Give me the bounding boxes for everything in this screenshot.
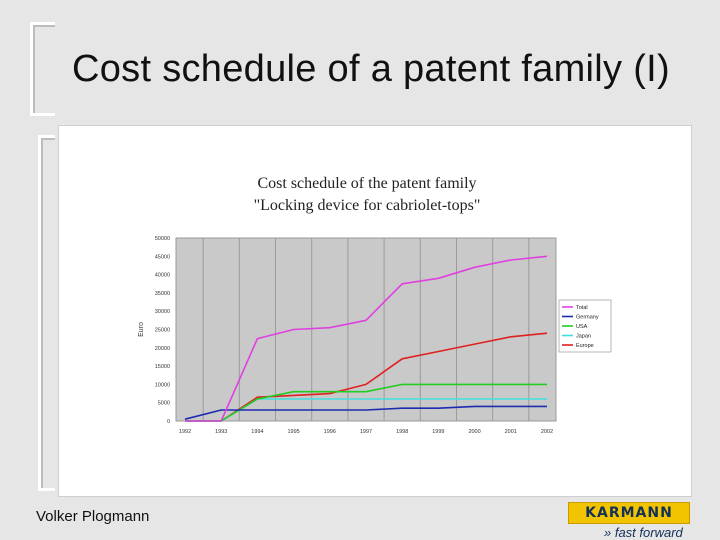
line-chart: Cost schedule of the patent family "Locki… [138,175,612,435]
legend-label-japan: Japan [576,334,591,340]
y-tick-label: 45000 [155,254,170,260]
x-tick-label: 1995 [287,429,299,435]
series-line-europe [185,332,548,422]
y-tick-label: 30000 [155,309,170,315]
series-line-usa [185,383,547,422]
y-tick-label: 25000 [155,328,170,334]
chart-title-line: "Locking device for cabriolet-tops" [254,197,481,214]
chart-frame: Cost schedule of the patent family "Locki… [58,125,692,497]
x-tick-label: 1992 [179,429,191,435]
title-bracket-decoration [30,22,55,116]
y-tick-label: 10000 [155,382,170,388]
legend-label-total: Total [576,305,588,311]
x-tick-label: 1994 [251,429,263,435]
y-tick-label: 20000 [155,346,170,352]
y-tick-label: 5000 [158,401,170,407]
x-tick-label: 2001 [505,429,517,435]
y-tick-label: 15000 [155,364,170,370]
x-tick-label: 1999 [432,429,444,435]
y-tick-label: 0 [167,419,170,425]
x-tick-label: 1998 [396,429,408,435]
karmann-logo: KARMANN » fast forward [568,502,690,540]
x-tick-label: 1997 [360,429,372,435]
logo-slogan: » fast forward [604,525,683,540]
x-tick-label: 1993 [215,429,227,435]
chart-bracket-decoration [38,135,55,491]
y-tick-label: 50000 [155,236,170,242]
y-axis-label: Euro [138,322,145,337]
legend-label-germany: Germany [576,315,599,321]
logo-wordmark: KARMANN [568,502,690,524]
y-tick-label: 40000 [155,273,170,279]
x-tick-label: 1996 [324,429,336,435]
legend-label-usa: USA [576,324,588,330]
slide-title: Cost schedule of a patent family (I) [72,48,670,90]
legend-label-europe: Europe [576,343,594,349]
x-tick-label: 2002 [541,429,553,435]
chart-title-line: Cost schedule of the patent family [257,175,476,192]
series-line-germany [184,405,547,420]
author-name: Volker Plogmann [36,508,150,525]
y-tick-label: 35000 [155,291,170,297]
series-line-total [185,255,548,422]
x-tick-label: 2000 [468,429,480,435]
